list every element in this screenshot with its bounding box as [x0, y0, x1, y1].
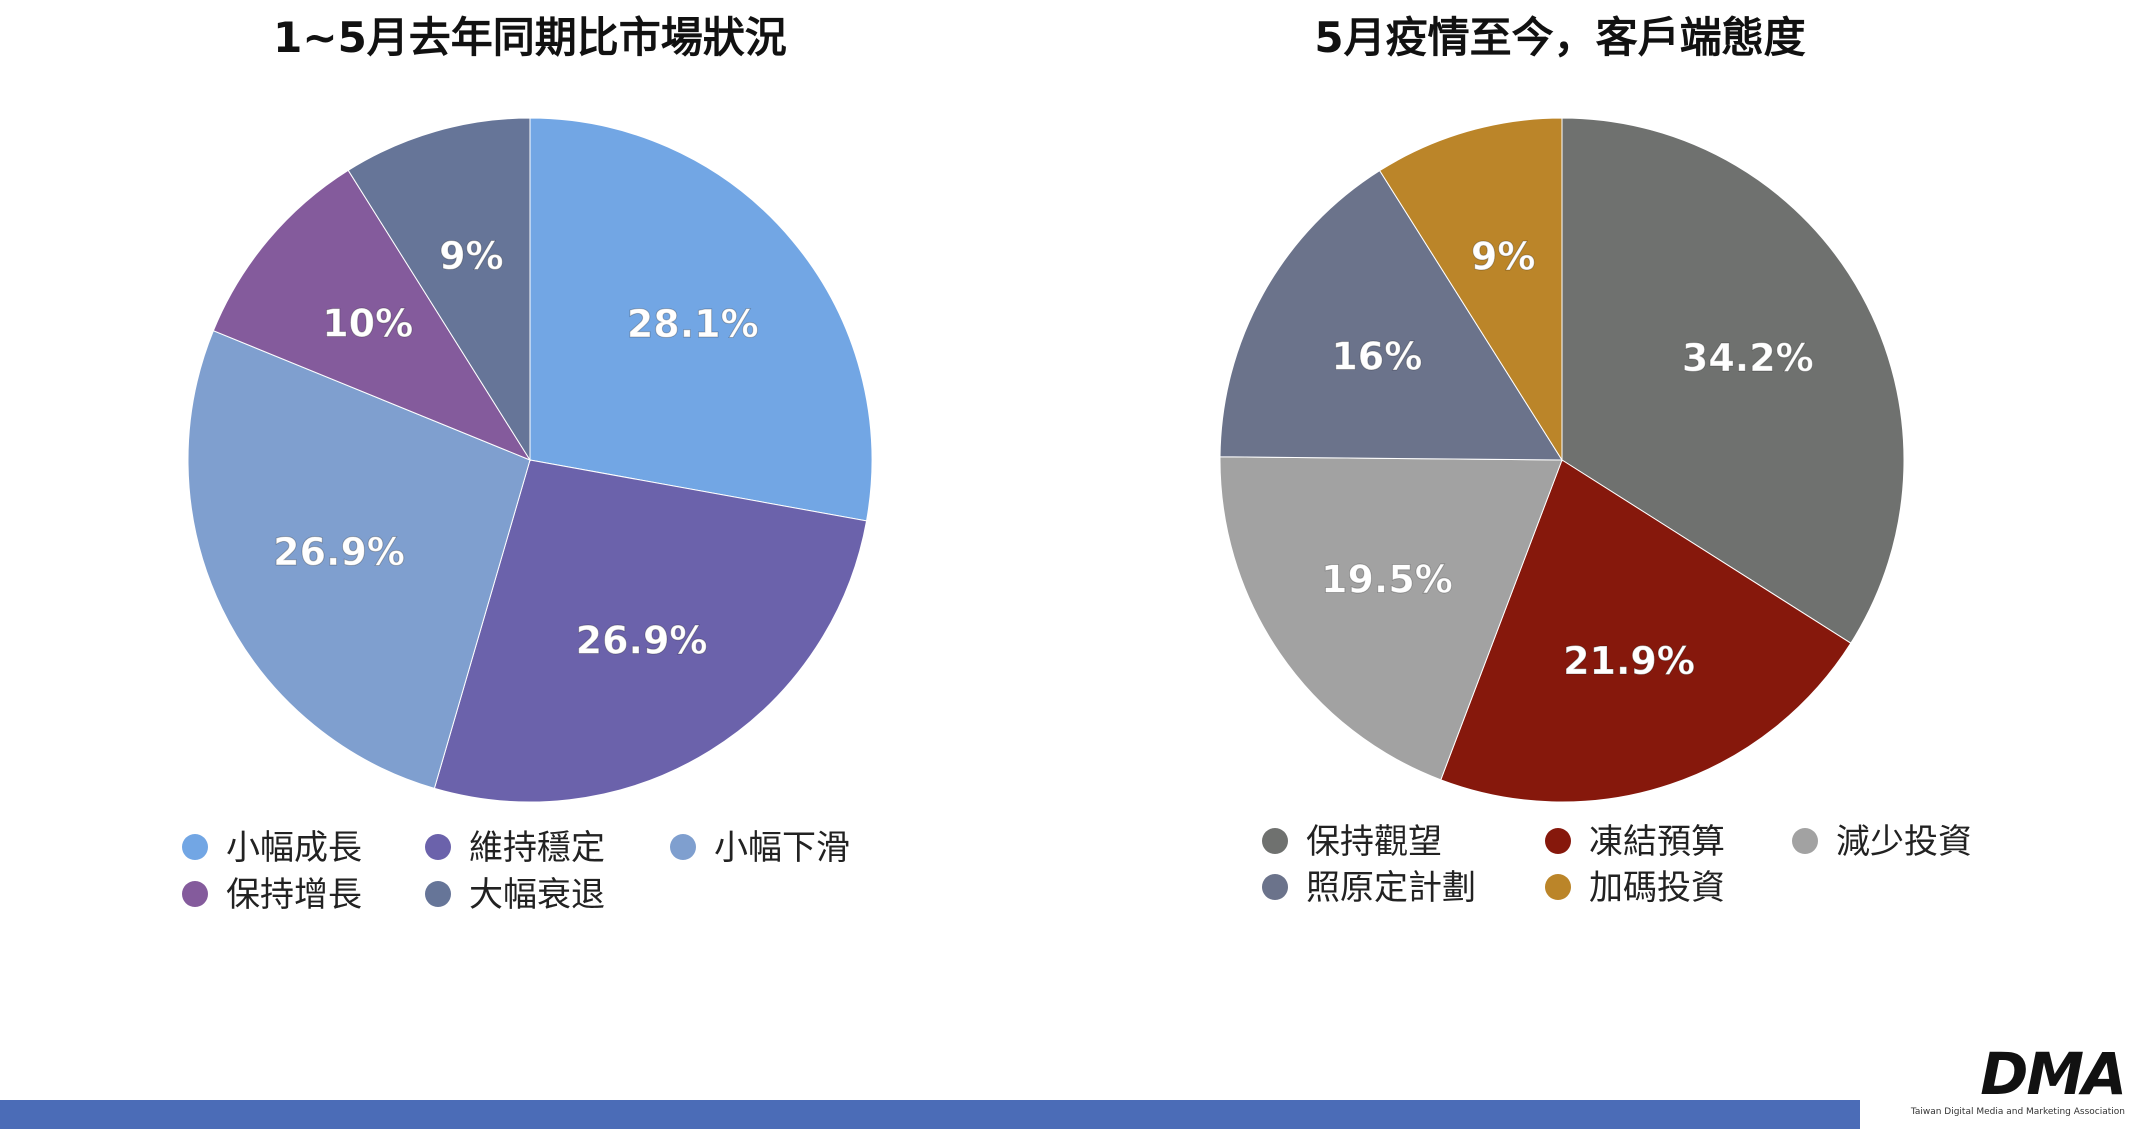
pie-slice-4: [1219, 169, 1563, 461]
legend-item: 大幅衰退: [425, 873, 605, 917]
chart-title-right: 5月疫情至今，客戶端態度: [1314, 13, 1806, 62]
pie-slice-2: [433, 459, 868, 803]
legend-label: 維持穩定: [469, 828, 605, 868]
legend-label: 照原定計劃: [1306, 868, 1476, 908]
legend-item: 小幅成長: [182, 826, 362, 870]
legend-label: 保持增長: [226, 875, 362, 915]
pie-slice-label-3: 26.9%: [273, 530, 405, 574]
logo-mark: DMA: [1980, 1040, 2127, 1108]
pie-slice-1: [529, 117, 873, 522]
legend-item: 凍結預算: [1545, 820, 1725, 864]
legend-marker-icon: [1545, 873, 1571, 900]
legend-marker-icon: [1262, 873, 1288, 900]
pie-slice-label-2: 21.9%: [1563, 639, 1695, 683]
legend-marker-icon: [670, 833, 696, 860]
pie-slice-5: [1379, 117, 1563, 462]
legend-marker-icon: [425, 880, 451, 907]
pie-slice-label-3: 19.5%: [1321, 558, 1453, 602]
legend-item: 小幅下滑: [670, 826, 850, 870]
pie-slice-2: [1440, 459, 1852, 803]
pie-slice-label-4: 16%: [1331, 335, 1422, 379]
pie-slice-3: [187, 330, 531, 789]
legend-marker-icon: [182, 833, 208, 860]
pie-slice-4: [212, 169, 532, 462]
pie-slice-label-4: 10%: [322, 302, 413, 346]
legend-item: 減少投資: [1792, 820, 1972, 864]
footer-bar: [0, 1100, 1860, 1129]
legend-label: 小幅下滑: [714, 828, 850, 868]
legend-label: 凍結預算: [1589, 822, 1725, 862]
legend-label: 大幅衰退: [469, 875, 605, 915]
legend-marker-icon: [182, 880, 208, 907]
legend-item: 加碼投資: [1545, 866, 1725, 910]
dma-logo: DMA Taiwan Digital Media and Marketing A…: [1905, 1040, 2127, 1125]
legend-item: 維持穩定: [425, 826, 605, 870]
pie-slice-label-1: 34.2%: [1682, 336, 1814, 380]
pie-slice-3: [1219, 456, 1563, 781]
legend-item: 保持觀望: [1262, 820, 1442, 864]
legend-label: 小幅成長: [226, 828, 362, 868]
pie-slice-1: [1561, 117, 1905, 644]
chart-title-left: 1~5月去年同期比市場狀況: [273, 13, 787, 62]
legend-item: 保持增長: [182, 873, 362, 917]
legend-marker-icon: [1545, 827, 1571, 854]
legend-label: 保持觀望: [1306, 822, 1442, 862]
legend-marker-icon: [425, 833, 451, 860]
legend-marker-icon: [1262, 827, 1288, 854]
legend-item: 照原定計劃: [1262, 866, 1476, 910]
legend-label: 加碼投資: [1589, 868, 1725, 908]
pie-slice-label-5: 9%: [1471, 234, 1536, 278]
pie-slice-label-2: 26.9%: [576, 618, 708, 662]
legend-label: 減少投資: [1836, 822, 1972, 862]
pie-slice-5: [347, 117, 531, 462]
pie-slice-label-1: 28.1%: [627, 302, 759, 346]
pie-slice-label-5: 9%: [439, 234, 504, 278]
logo-subtitle: Taiwan Digital Media and Marketing Assoc…: [1910, 1107, 2125, 1117]
legend-marker-icon: [1792, 827, 1818, 854]
